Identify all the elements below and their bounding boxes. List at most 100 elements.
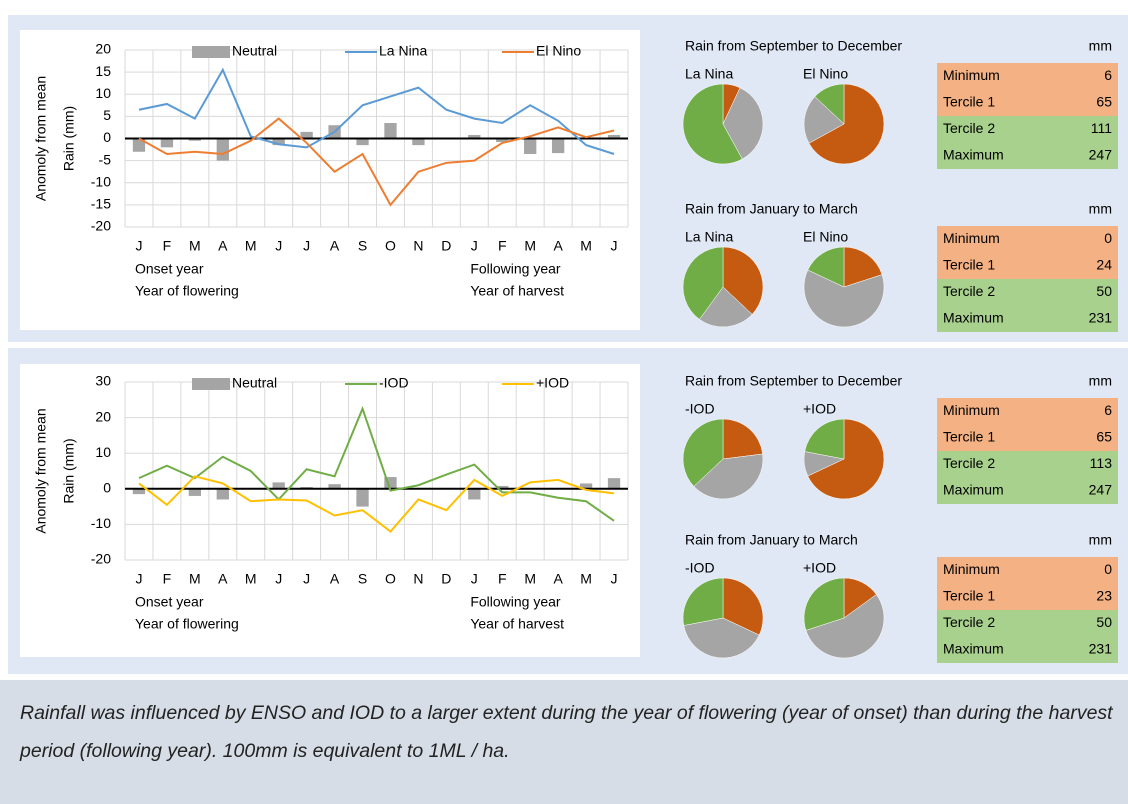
row-value: 6 — [1104, 402, 1112, 418]
x-tick-label: D — [441, 571, 451, 587]
row-value: 111 — [1091, 120, 1112, 136]
row-value: 0 — [1104, 561, 1112, 577]
y-tick-label: 0 — [103, 129, 111, 145]
x-tick-label: M — [189, 571, 201, 587]
bar — [524, 138, 537, 154]
row-value: 0 — [1104, 230, 1112, 246]
pie-slice — [803, 96, 845, 144]
x-tick-label: J — [471, 571, 478, 587]
section-title: Rain from September to December — [685, 38, 902, 54]
x-tick-label: M — [524, 238, 536, 254]
annotation: Following year — [470, 594, 561, 610]
table-row — [937, 451, 1118, 478]
row-label: Tercile 1 — [943, 93, 995, 109]
annotation: Onset year — [135, 261, 204, 277]
bar — [496, 138, 509, 143]
series-line — [138, 67, 615, 155]
row-value: 247 — [1089, 146, 1113, 162]
bar — [468, 134, 481, 139]
y-tick-label: -20 — [91, 218, 111, 234]
x-tick-label: J — [135, 571, 142, 587]
x-tick-label: F — [498, 571, 507, 587]
section-title: Rain from September to December — [685, 373, 902, 389]
table-row — [937, 583, 1118, 610]
bar — [160, 138, 174, 148]
x-tick-label: F — [163, 571, 172, 587]
bar — [607, 478, 621, 489]
pie-title: La Nina — [685, 229, 733, 245]
series-line — [138, 117, 615, 207]
annotation: Onset year — [135, 594, 204, 610]
x-tick-label: A — [553, 571, 563, 587]
table-row — [937, 424, 1118, 451]
series-line — [138, 405, 615, 522]
bar — [607, 134, 621, 139]
bar — [384, 123, 397, 139]
y-tick-label: -10 — [91, 515, 111, 531]
bar — [272, 482, 285, 489]
y-tick-label: 10 — [95, 85, 111, 101]
row-value: 231 — [1089, 309, 1113, 325]
row-value: 50 — [1096, 283, 1112, 299]
table-row — [937, 610, 1118, 637]
y-tick-label: -5 — [99, 151, 112, 167]
x-tick-label: M — [245, 571, 257, 587]
row-value: 23 — [1096, 587, 1112, 603]
legend-label: La Nina — [379, 43, 427, 59]
row-label: Minimum — [943, 402, 1000, 418]
x-tick-label: A — [330, 238, 340, 254]
row-label: Tercile 1 — [943, 256, 995, 272]
x-tick-label: J — [135, 238, 142, 254]
row-label: Minimum — [943, 561, 1000, 577]
bar — [216, 138, 229, 161]
annotation: Year of flowering — [135, 283, 239, 299]
annotation: Year of harvest — [470, 283, 564, 299]
bar — [356, 138, 369, 146]
pie-slice — [807, 246, 845, 288]
pie-slice — [682, 246, 724, 320]
legend-label: Neutral — [232, 375, 277, 391]
table-row — [937, 226, 1118, 253]
bar — [188, 488, 202, 496]
x-tick-label: A — [553, 238, 563, 254]
x-tick-label: D — [441, 238, 451, 254]
x-tick-label: J — [611, 238, 618, 254]
bar — [328, 484, 341, 489]
pie-title: El Nino — [803, 229, 848, 245]
x-tick-label: M — [245, 238, 257, 254]
y-tick-label: 5 — [103, 107, 111, 123]
x-tick-label: M — [580, 571, 592, 587]
table-row — [937, 89, 1118, 116]
table-row — [937, 398, 1118, 425]
pie-title: -IOD — [685, 401, 715, 417]
section-title: Rain from January to March — [685, 201, 858, 217]
row-value: 113 — [1090, 455, 1113, 471]
row-value: 231 — [1089, 640, 1113, 656]
legend-swatch — [192, 46, 230, 58]
bar — [132, 138, 146, 152]
bar — [132, 488, 146, 495]
row-label: Minimum — [943, 67, 1000, 83]
row-label: Maximum — [943, 481, 1004, 497]
pie-slice — [804, 418, 845, 460]
section-unit: mm — [1089, 201, 1112, 217]
row-label: Tercile 1 — [943, 587, 995, 603]
annotation: Year of flowering — [135, 616, 239, 632]
x-tick-label: N — [413, 571, 423, 587]
annotation: Following year — [470, 261, 561, 277]
bar — [188, 138, 202, 141]
bar — [272, 138, 285, 146]
pie-slice — [683, 617, 760, 659]
x-tick-label: M — [189, 238, 201, 254]
chart-box — [20, 364, 640, 657]
legend-label: El Nino — [536, 43, 581, 59]
legend-swatch — [192, 378, 230, 390]
y-tick-label: 10 — [95, 444, 111, 460]
x-tick-label: J — [303, 571, 310, 587]
y-tick-label: -20 — [91, 551, 111, 567]
section-unit: mm — [1089, 38, 1112, 54]
legend-label: -IOD — [379, 375, 409, 391]
pie-slice — [682, 83, 743, 165]
table-row — [937, 252, 1118, 279]
x-tick-label: M — [580, 238, 592, 254]
